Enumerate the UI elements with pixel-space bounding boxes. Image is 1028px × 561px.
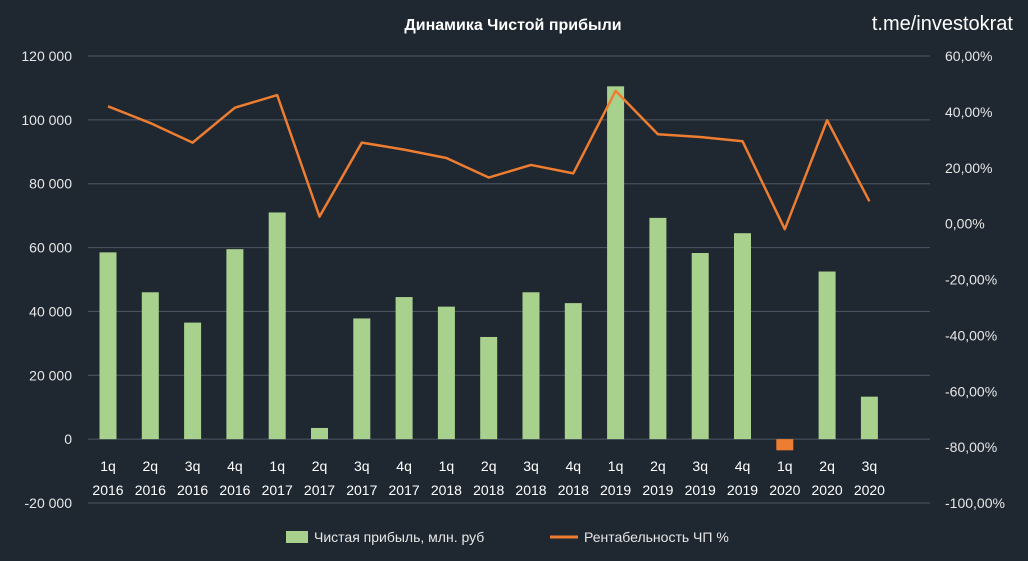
legend-label-net-profit: Чистая прибыль, млн. руб [314, 529, 484, 545]
x-tick-quarter: 4q [396, 458, 412, 474]
x-tick-year: 2019 [685, 482, 716, 498]
x-tick-year: 2017 [262, 482, 293, 498]
x-tick-quarter: 2q [819, 458, 835, 474]
left-tick-label: 100 000 [21, 112, 72, 128]
x-tick-year: 2016 [92, 482, 123, 498]
x-tick-quarter: 4q [735, 458, 751, 474]
right-tick-label: 20,00% [945, 160, 992, 176]
right-tick-label: -40,00% [945, 327, 997, 343]
x-tick-quarter: 3q [862, 458, 878, 474]
bar [564, 303, 582, 440]
x-tick-year: 2020 [769, 482, 800, 498]
x-tick-quarter: 2q [143, 458, 159, 474]
x-tick-year: 2019 [727, 482, 758, 498]
bar [184, 322, 202, 440]
right-tick-label: -100,00% [945, 495, 1005, 511]
bar [691, 252, 709, 440]
left-tick-label: -20 000 [25, 495, 73, 511]
gridlines [88, 55, 930, 504]
x-tick-year: 2019 [600, 482, 631, 498]
left-tick-label: 0 [64, 431, 72, 447]
right-tick-label: 40,00% [945, 104, 992, 120]
right-tick-label: 0,00% [945, 216, 985, 232]
bar [776, 439, 794, 451]
left-tick-label: 20 000 [29, 367, 72, 383]
left-tick-label: 60 000 [29, 240, 72, 256]
watermark: t.me/investokrat [872, 13, 1014, 35]
left-axis-ticks: -20 000 0 20 000 40 000 60 000 80 000 100 000 1… [21, 48, 72, 511]
profitability-line [107, 89, 871, 231]
bar [395, 297, 413, 440]
x-tick-year: 2020 [854, 482, 885, 498]
bar [607, 86, 625, 440]
x-tick-quarter: 1q [269, 458, 285, 474]
left-tick-label: 80 000 [29, 176, 72, 192]
x-tick-year: 2019 [642, 482, 673, 498]
bar [311, 427, 328, 440]
right-tick-label: -60,00% [945, 383, 997, 399]
legend: Чистая прибыль, млн. руб Рентабельность … [286, 529, 729, 545]
x-tick-year: 2017 [346, 482, 377, 498]
x-tick-year: 2018 [558, 482, 589, 498]
bar [860, 396, 878, 440]
x-tick-year: 2020 [812, 482, 843, 498]
x-tick-quarter: 3q [185, 458, 201, 474]
left-tick-label: 40 000 [29, 303, 72, 319]
right-tick-label: -20,00% [945, 272, 997, 288]
left-tick-label: 120 000 [21, 48, 72, 64]
bar [268, 212, 286, 440]
x-tick-quarter: 2q [650, 458, 666, 474]
x-tick-quarter: 1q [608, 458, 624, 474]
x-tick-quarter: 4q [227, 458, 243, 474]
x-tick-quarter: 1q [777, 458, 793, 474]
bar [480, 336, 498, 440]
x-tick-quarter: 3q [523, 458, 539, 474]
right-tick-label: 60,00% [945, 48, 992, 64]
x-tick-year: 2016 [219, 482, 250, 498]
x-tick-quarter: 2q [481, 458, 497, 474]
x-tick-year: 2016 [177, 482, 208, 498]
bar [353, 318, 371, 440]
bar [99, 252, 117, 440]
x-tick-quarter: 1q [439, 458, 455, 474]
legend-swatch-net-profit [286, 531, 308, 543]
x-axis-ticks: 1q 2016 2q 2016 3q 2016 4q 2016 1q 2017 2q 2017 3q 20… [92, 458, 885, 498]
bar [437, 306, 455, 440]
legend-label-profitability: Рентабельность ЧП % [584, 529, 729, 545]
bar [818, 271, 836, 440]
right-axis-ticks: -100,00% -80,00% -60,00% -40,00% -20,00% 0,00… [945, 48, 1005, 511]
x-tick-quarter: 3q [354, 458, 370, 474]
bar [226, 249, 244, 440]
x-tick-quarter: 1q [100, 458, 116, 474]
x-tick-year: 2018 [473, 482, 504, 498]
x-tick-year: 2017 [304, 482, 335, 498]
x-tick-year: 2018 [515, 482, 546, 498]
x-tick-year: 2017 [389, 482, 420, 498]
bar-series-net-profit [99, 86, 878, 451]
x-tick-year: 2016 [135, 482, 166, 498]
right-tick-label: -80,00% [945, 439, 997, 455]
bar [522, 292, 540, 440]
bar [734, 233, 751, 440]
x-tick-quarter: 2q [312, 458, 328, 474]
x-tick-year: 2018 [431, 482, 462, 498]
chart-title: Динамика Чистой прибыли [404, 17, 621, 34]
x-tick-quarter: 3q [692, 458, 708, 474]
line-series-profitability [107, 89, 871, 231]
x-tick-quarter: 4q [566, 458, 582, 474]
bar [649, 217, 667, 440]
bar [141, 292, 159, 440]
